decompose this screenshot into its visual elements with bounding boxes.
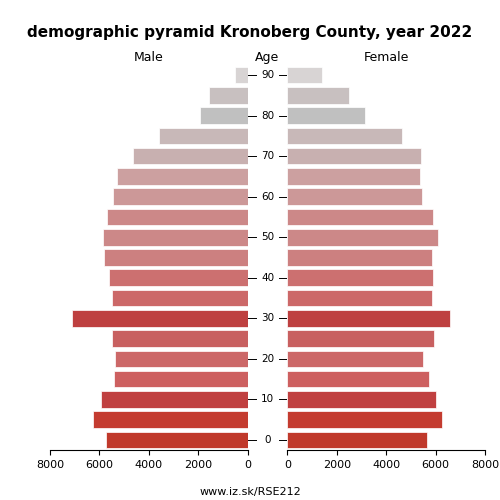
- Bar: [103, 229, 248, 246]
- Text: 50: 50: [261, 232, 274, 242]
- Bar: [236, 67, 248, 84]
- Title: Female: Female: [364, 51, 409, 64]
- Bar: [288, 67, 322, 84]
- Text: 0: 0: [264, 435, 271, 445]
- Bar: [112, 290, 248, 306]
- Bar: [288, 148, 420, 164]
- Bar: [133, 148, 248, 164]
- Bar: [114, 371, 248, 388]
- Bar: [288, 350, 423, 367]
- Bar: [288, 391, 436, 407]
- Bar: [288, 87, 349, 104]
- Bar: [288, 270, 433, 286]
- Text: 40: 40: [261, 273, 274, 283]
- Text: 70: 70: [261, 151, 274, 161]
- Bar: [288, 188, 422, 205]
- Bar: [288, 290, 432, 306]
- Bar: [104, 249, 248, 266]
- Bar: [288, 229, 438, 246]
- Bar: [110, 270, 248, 286]
- Bar: [288, 432, 427, 448]
- Bar: [288, 128, 402, 144]
- Bar: [288, 208, 433, 226]
- Bar: [100, 391, 248, 407]
- Text: demographic pyramid Kronoberg County, year 2022: demographic pyramid Kronoberg County, ye…: [28, 25, 472, 40]
- Bar: [106, 432, 248, 448]
- Bar: [288, 371, 430, 388]
- Text: 60: 60: [261, 192, 274, 202]
- Bar: [288, 168, 420, 185]
- Title: Age: Age: [256, 51, 280, 64]
- Text: 80: 80: [261, 110, 274, 120]
- Bar: [288, 330, 434, 347]
- Bar: [94, 412, 248, 428]
- Text: 10: 10: [261, 394, 274, 404]
- Title: Male: Male: [134, 51, 164, 64]
- Bar: [288, 310, 450, 326]
- Bar: [112, 330, 248, 347]
- Text: 20: 20: [261, 354, 274, 364]
- Bar: [116, 350, 248, 367]
- Text: 90: 90: [261, 70, 274, 80]
- Bar: [116, 168, 248, 185]
- Bar: [210, 87, 248, 104]
- Bar: [288, 249, 432, 266]
- Bar: [288, 412, 442, 428]
- Bar: [72, 310, 248, 326]
- Bar: [113, 188, 248, 205]
- Text: www.iz.sk/RSE212: www.iz.sk/RSE212: [199, 487, 301, 497]
- Bar: [200, 108, 248, 124]
- Bar: [107, 208, 248, 226]
- Text: 30: 30: [261, 314, 274, 324]
- Bar: [288, 108, 365, 124]
- Bar: [159, 128, 248, 144]
